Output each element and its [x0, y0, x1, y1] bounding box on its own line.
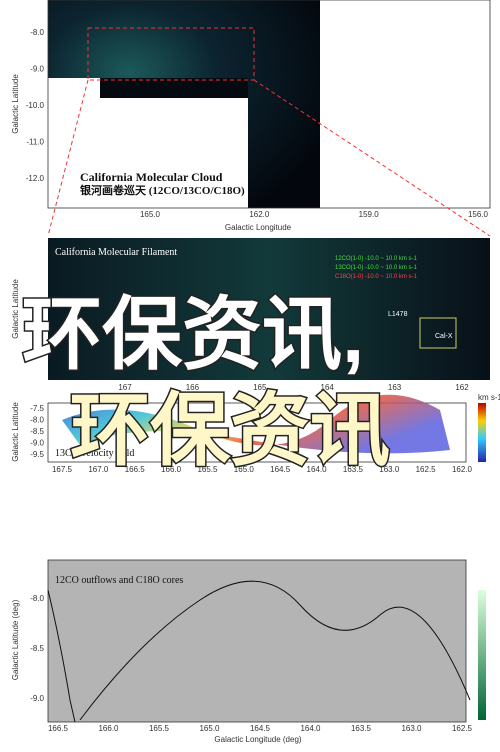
x-tick-label: 163.0 — [401, 724, 422, 733]
x-tick-label: 165.0 — [234, 465, 255, 474]
y-tick-label: -8.5 — [30, 427, 44, 436]
overlay-text: 环保资讯, — [22, 290, 364, 379]
x-tick-label: 164 — [321, 383, 335, 392]
y-tick-label: -9.5 — [30, 450, 44, 459]
x-tick-label: 165 — [253, 383, 267, 392]
panel-title: 13CO velocity field — [55, 448, 134, 459]
map-image — [47, 559, 467, 723]
zoom-line — [253, 79, 491, 237]
legend-entry: 12CO(1-0) -10.0 ~ 10.0 km s-1 — [335, 256, 418, 262]
colorbar — [478, 590, 486, 720]
x-tick-label: 165.5 — [197, 465, 218, 474]
x-tick-label: 167.5 — [52, 465, 73, 474]
zoom-box — [87, 27, 255, 81]
x-tick-label: 166.0 — [98, 724, 119, 733]
x-tick-label: 163.0 — [379, 465, 400, 474]
panel-title: 12CO outflows and C18O cores — [55, 575, 183, 586]
y-tick-label: -8.5 — [30, 644, 44, 653]
x-tick-label: 162.5 — [416, 465, 437, 474]
y-axis-label: Galactic Latitude — [11, 74, 20, 134]
blank — [48, 98, 248, 208]
zoom-line — [47, 79, 89, 237]
y-axis-label: Galactic Latitude — [11, 279, 20, 339]
y-tick-label: -11.0 — [26, 138, 44, 147]
y-tick-label: -12.0 — [26, 174, 45, 183]
x-tick-label: 164.5 — [270, 465, 291, 474]
panel-subtitle: 银河画卷巡天 (12CO/13CO/C18O) — [80, 183, 245, 197]
colorbar — [478, 403, 486, 462]
y-axis-label: Galactic Latitude — [11, 402, 20, 462]
x-tick-label: 162.0 — [452, 465, 473, 474]
x-tick-label: 164.0 — [307, 465, 328, 474]
y-tick-label: -9.0 — [30, 694, 44, 703]
region-box — [419, 317, 457, 349]
x-tick-label: 167.0 — [88, 465, 109, 474]
x-tick-label: 159.0 — [359, 210, 380, 219]
x-tick-label: 156.0 — [468, 210, 489, 219]
region-label: Cal-X — [435, 333, 453, 340]
contour — [47, 580, 471, 723]
x-tick-label: 166.0 — [161, 465, 182, 474]
overlay-text: 环保资讯 — [70, 386, 390, 475]
legend-entry: 13CO(1-0) -10.0 ~ 10.0 km s-1 — [335, 265, 418, 271]
legend-entry: C18O(1-0) -10.0 ~ 10.0 km s-1 — [335, 274, 418, 280]
x-tick-label: 163 — [388, 383, 402, 392]
x-axis-label: Galactic Longitude — [225, 223, 292, 232]
velocity-map — [62, 394, 450, 454]
x-tick-label: 166.5 — [48, 724, 69, 733]
x-tick-label: 162.5 — [452, 724, 473, 733]
y-tick-label: -8.0 — [30, 416, 44, 425]
panel-title: California Molecular Cloud — [80, 170, 223, 184]
y-tick-label: -9.0 — [30, 65, 44, 74]
x-tick-label: 165.0 — [140, 210, 161, 219]
x-tick-label: 166.5 — [125, 465, 146, 474]
map-image — [48, 238, 490, 380]
region-label: L1478 — [388, 311, 408, 318]
colorbar-unit: km s-1 — [478, 393, 500, 402]
x-tick-label: 166 — [186, 383, 200, 392]
y-tick-label: -7.5 — [30, 404, 44, 413]
x-tick-label: 165.0 — [199, 724, 220, 733]
y-tick-label: -10.0 — [26, 101, 45, 110]
x-tick-label: 162.0 — [249, 210, 270, 219]
map-image — [100, 78, 248, 98]
x-tick-label: 164.5 — [250, 724, 271, 733]
y-tick-label: -8.0 — [30, 594, 44, 603]
panel-title: California Molecular Filament — [55, 247, 177, 258]
x-tick-label: 163.5 — [351, 724, 372, 733]
x-axis-label: Galactic Longitude (deg) — [214, 735, 302, 744]
x-tick-label: 165.5 — [149, 724, 170, 733]
x-tick-label: 164.0 — [300, 724, 321, 733]
y-tick-label: -8.0 — [30, 28, 44, 37]
x-tick-label: 167 — [118, 383, 132, 392]
y-tick-label: -9.0 — [30, 439, 44, 448]
x-tick-label: 163.5 — [343, 465, 364, 474]
frame — [47, 0, 491, 209]
y-axis-label: Galactic Latitude (deg) — [11, 599, 20, 680]
x-tick-label: 162 — [455, 383, 469, 392]
